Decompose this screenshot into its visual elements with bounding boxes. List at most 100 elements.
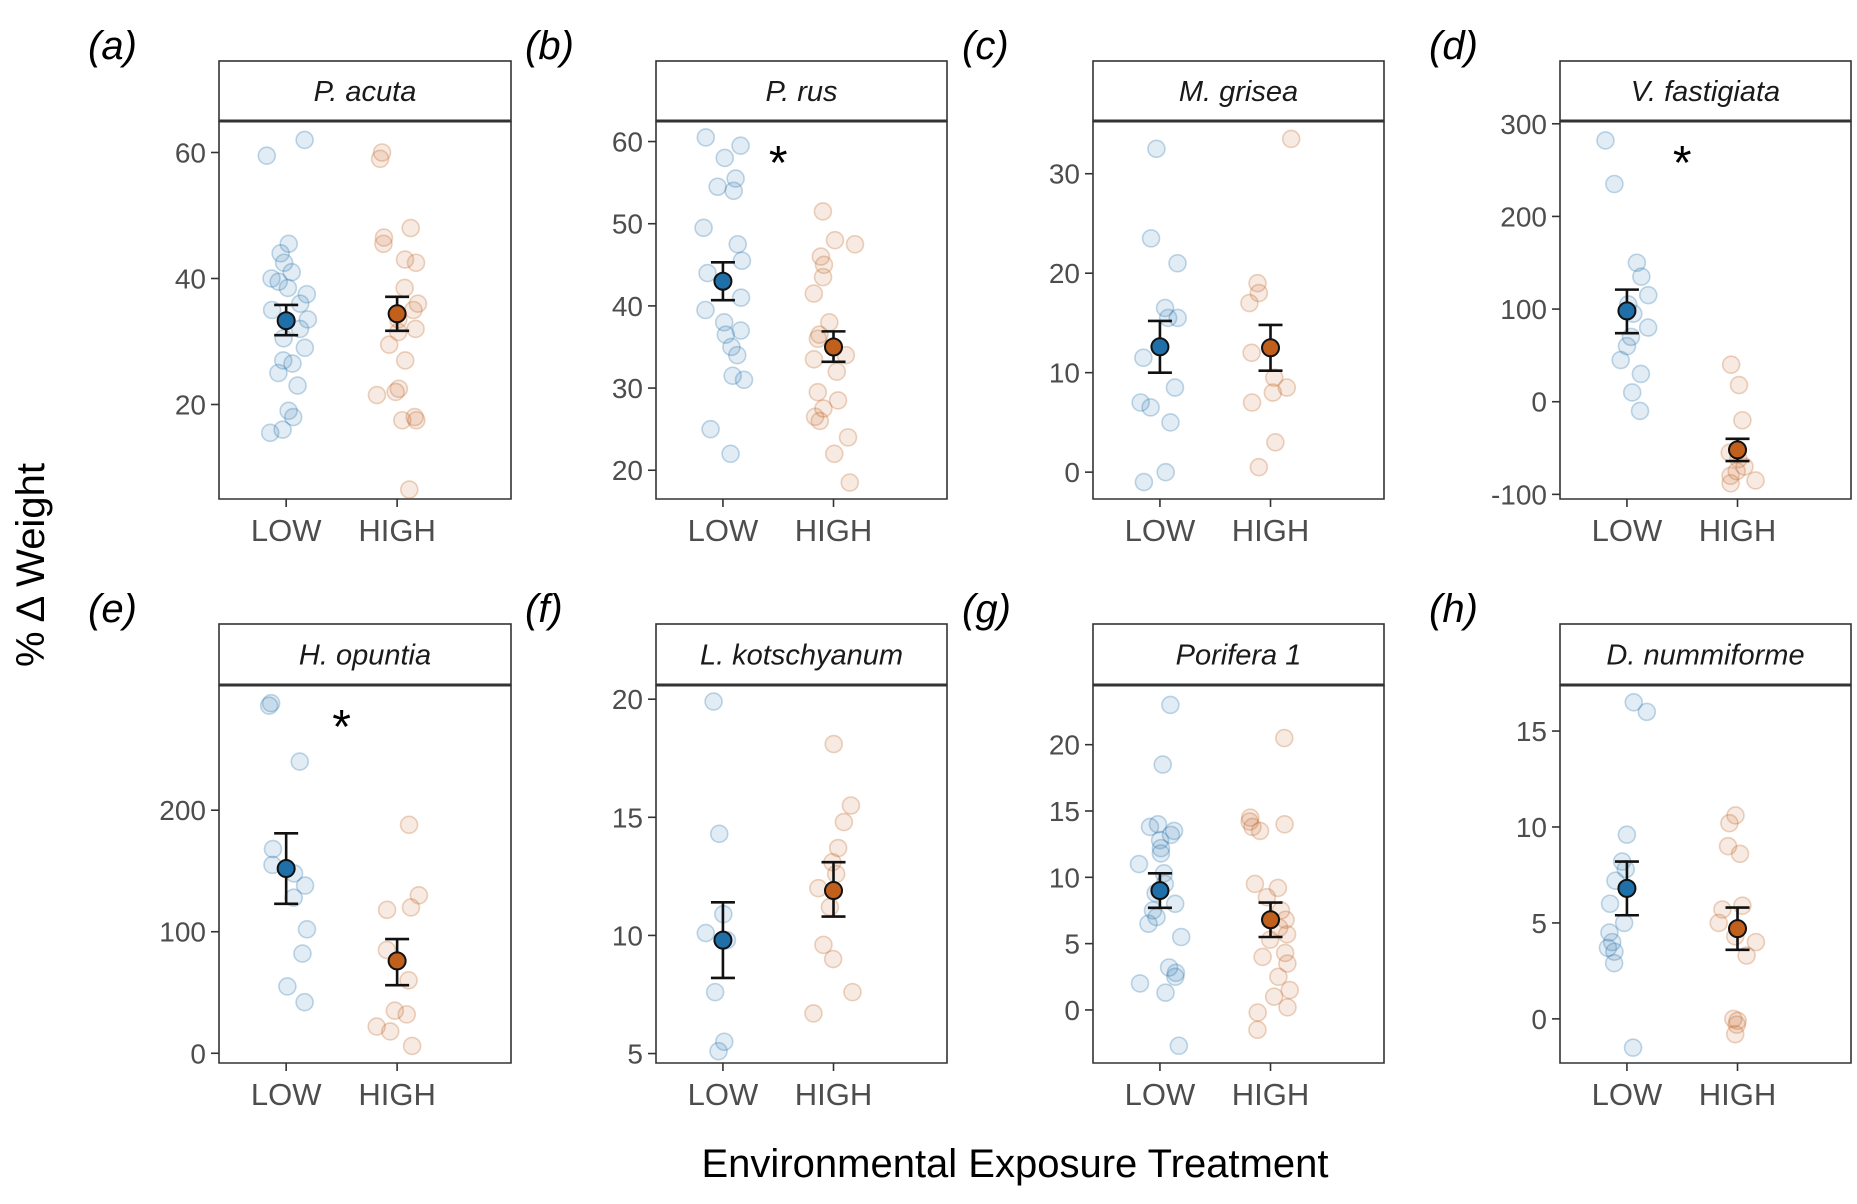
y-tick-label: 10 — [1049, 358, 1080, 389]
panel-tag: (a) — [88, 24, 137, 68]
x-category-label: LOW — [1125, 513, 1196, 548]
panel-tag: (f) — [525, 587, 563, 631]
data-point-high — [1729, 375, 1749, 395]
data-point-high — [1728, 1011, 1747, 1031]
data-point-high — [1725, 1024, 1745, 1044]
data-point-high — [824, 734, 844, 754]
data-point-low — [705, 982, 725, 1002]
data-point-high — [1721, 473, 1740, 493]
data-point-low — [260, 423, 280, 443]
data-point-high — [820, 897, 840, 917]
data-point-high — [1746, 932, 1766, 952]
data-point-high — [1709, 913, 1728, 933]
y-tick-label: 60 — [175, 138, 206, 169]
data-point-high — [1278, 954, 1297, 973]
data-point-high — [805, 407, 825, 427]
data-point-high — [1724, 1009, 1743, 1029]
data-point-low — [728, 234, 748, 254]
y-tick-label: 300 — [1500, 109, 1547, 140]
data-point-high — [399, 815, 419, 835]
panel-tag: (h) — [1429, 587, 1478, 631]
data-point-low — [696, 128, 716, 147]
y-tick-label: 0 — [1531, 387, 1547, 418]
mean-point-high — [1261, 338, 1281, 358]
data-point-high — [810, 411, 830, 431]
x-category-label: HIGH — [1232, 1077, 1310, 1112]
data-point-low — [293, 944, 312, 963]
x-category-label: HIGH — [1699, 1077, 1777, 1112]
data-point-low — [701, 419, 720, 439]
panel-8: (h) D. nummiforme 0 5 10 15 LOW HIGH — [1429, 587, 1852, 1112]
y-tick-label: 40 — [612, 291, 643, 322]
data-point-high — [824, 444, 844, 464]
data-point-high — [1733, 410, 1752, 430]
plot-border — [655, 685, 948, 1064]
data-point-high — [406, 253, 426, 273]
y-tick-label: 40 — [175, 264, 206, 295]
facet-strip — [1559, 623, 1852, 686]
facet-title: P. rus — [765, 76, 837, 108]
x-category-label: HIGH — [795, 513, 873, 548]
data-point-high — [1240, 293, 1259, 313]
data-point-low — [259, 696, 279, 715]
y-tick-label: 30 — [612, 373, 643, 404]
data-point-low — [1155, 298, 1175, 318]
data-point-high — [845, 234, 865, 254]
data-point-high — [408, 294, 428, 314]
data-point-high — [1249, 283, 1269, 303]
data-point-low — [1165, 894, 1185, 914]
data-point-high — [379, 335, 399, 354]
data-point-high — [380, 1022, 400, 1041]
panel-7: (g) Porifera 1 0 5 10 15 20 LOW HIGH — [962, 587, 1385, 1112]
data-point-high — [828, 391, 848, 410]
data-point-low — [1602, 932, 1622, 952]
x-category-label: HIGH — [1232, 513, 1310, 548]
mean-point-high — [1728, 440, 1748, 460]
x-category-label: HIGH — [358, 513, 436, 548]
data-point-low — [1148, 814, 1168, 834]
data-point-high — [804, 1004, 823, 1023]
mean-point-low — [713, 930, 733, 950]
data-point-low — [1605, 942, 1624, 962]
panel-6: (f) L. kotschyanum 5 10 15 20 LOW HIGH — [525, 587, 948, 1112]
data-point-high — [809, 878, 828, 898]
y-tick-label: 15 — [1049, 796, 1080, 827]
data-point-high — [1720, 813, 1739, 833]
panel-tag: (g) — [962, 587, 1011, 631]
data-point-high — [377, 900, 397, 920]
y-tick-label: 0 — [1064, 457, 1080, 488]
data-point-high — [1713, 900, 1732, 919]
data-point-high — [838, 428, 858, 447]
data-point-high — [1240, 812, 1259, 831]
data-point-low — [1151, 844, 1171, 863]
data-point-low — [1627, 253, 1647, 273]
data-point-high — [1264, 368, 1284, 387]
data-point-low — [282, 262, 301, 282]
data-point-low — [257, 146, 277, 165]
data-point-low — [262, 269, 281, 288]
data-point-low — [1623, 1038, 1643, 1057]
data-point-low — [1158, 308, 1178, 328]
data-point-low — [696, 923, 716, 943]
data-point-low — [273, 351, 293, 370]
data-point-low — [1147, 139, 1166, 159]
data-point-high — [813, 267, 833, 287]
facet-title: D. nummiforme — [1606, 640, 1804, 672]
data-point-low — [1631, 364, 1651, 384]
mean-point-low — [1150, 881, 1170, 901]
mean-point-low — [1617, 301, 1637, 321]
data-point-low — [1168, 253, 1187, 273]
data-point-low — [295, 130, 314, 150]
x-category-label: LOW — [1125, 1077, 1196, 1112]
facet-title: P. acuta — [314, 76, 417, 108]
data-point-low — [715, 148, 735, 168]
data-point-low — [1141, 398, 1160, 417]
data-point-high — [389, 379, 409, 399]
data-point-low — [283, 354, 302, 373]
data-point-low — [1165, 378, 1185, 397]
data-point-low — [1600, 894, 1620, 914]
data-point-high — [834, 812, 854, 832]
data-point-low — [1605, 174, 1624, 194]
data-point-low — [279, 234, 299, 254]
y-tick-label: 10 — [1516, 812, 1547, 843]
